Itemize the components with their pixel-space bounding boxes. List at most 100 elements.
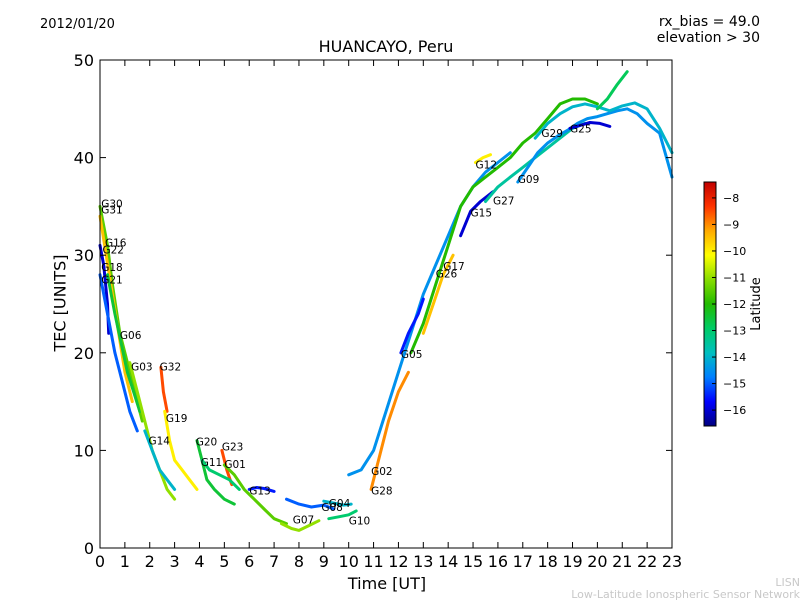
x-axis-label: Time [UT] — [347, 574, 427, 593]
satellite-label-g14: G14 — [148, 436, 170, 448]
series-line-g26 — [421, 253, 455, 335]
x-tick-label: 13 — [413, 552, 433, 571]
colorbar-tick-label: −12 — [723, 298, 746, 311]
x-tick-label: 8 — [294, 552, 304, 571]
plot-frame — [99, 59, 673, 549]
colorbar-tick-label: −16 — [723, 404, 746, 417]
series-line-g08 — [285, 497, 336, 511]
x-tick-label: 5 — [219, 552, 229, 571]
satellite-label-g19: G19 — [166, 413, 188, 425]
satellite-label-g04: G04 — [329, 498, 351, 510]
satellite-label-g21: G21 — [101, 275, 123, 287]
satellite-label-g02: G02 — [371, 466, 393, 478]
series-line-g02 — [347, 151, 512, 477]
network-short-name: LISN — [775, 576, 800, 589]
series-line-g19 — [163, 409, 199, 491]
colorbar-tick-label: −11 — [723, 271, 746, 284]
x-tick-label: 9 — [319, 552, 329, 571]
y-tick-label: 30 — [74, 246, 94, 265]
x-tick-label: 18 — [537, 552, 557, 571]
series-line-g28 — [369, 370, 410, 491]
satellite-label-g15: G15 — [471, 207, 493, 219]
colorbar-tick-label: −13 — [723, 325, 746, 338]
x-tick-label: 12 — [388, 552, 408, 571]
chart-title: HUANCAYO, Peru — [318, 37, 454, 56]
satellite-label-g01: G01 — [224, 459, 246, 471]
x-tick-label: 0 — [95, 552, 105, 571]
x-tick-label: 10 — [339, 552, 359, 571]
satellite-label-g32: G32 — [160, 361, 182, 373]
x-tick-label: 2 — [145, 552, 155, 571]
colorbar-tick-label: −14 — [723, 351, 746, 364]
x-tick-label: 19 — [562, 552, 582, 571]
satellite-label-g17: G17 — [443, 261, 465, 273]
series-line-g16 — [595, 70, 629, 111]
x-tick-label: 16 — [488, 552, 508, 571]
satellite-label-g07: G07 — [293, 515, 315, 527]
series-line-g25 — [568, 121, 612, 130]
series-line-g12 — [474, 153, 492, 164]
series-line-g15 — [459, 190, 495, 238]
satellite-label-g29: G29 — [541, 128, 563, 140]
series-line-g18 — [98, 273, 139, 433]
x-tick-label: 6 — [244, 552, 254, 571]
satellite-label-g27: G27 — [493, 196, 514, 208]
axes: 0 1 2 3 4 5 6 7 8 9 10 11 12 13 14 15 16 17 18 19 20 21 22 2301… — [74, 51, 683, 571]
series-line-g01 — [222, 463, 288, 526]
series-line-g09 — [516, 107, 674, 184]
colorbar-tick-label: −15 — [723, 378, 746, 391]
series-line-g07 — [280, 519, 321, 532]
series-line-g10 — [327, 509, 358, 521]
colorbar-tick-label: −8 — [723, 192, 739, 205]
series-line-g17 — [409, 97, 599, 355]
x-tick-label: 17 — [513, 552, 533, 571]
x-tick-label: 3 — [170, 552, 180, 571]
x-tick-label: 23 — [662, 552, 682, 571]
satellite-label-g08: G08 — [321, 502, 343, 514]
satellite-label-g26: G26 — [436, 269, 458, 281]
y-tick-label: 20 — [74, 344, 94, 363]
satellite-label-g25: G25 — [570, 123, 592, 135]
series-line-g04 — [322, 499, 353, 507]
x-tick-label: 22 — [637, 552, 657, 571]
network-long-name: Low-Latitude Ionospheric Sensor Network — [571, 588, 800, 601]
series-line-g20 — [195, 439, 236, 506]
satellite-label-g18: G18 — [101, 262, 123, 274]
satellite-label-g23: G23 — [222, 441, 244, 453]
satellite-label-g10: G10 — [349, 516, 371, 528]
satellite-label-g12: G12 — [476, 159, 498, 171]
x-tick-label: 15 — [463, 552, 483, 571]
y-tick-label: 0 — [84, 539, 94, 558]
satellite-label-g05: G05 — [401, 349, 423, 361]
satellite-label-g28: G28 — [371, 485, 393, 497]
x-tick-label: 11 — [363, 552, 383, 571]
x-tick-label: 1 — [120, 552, 130, 571]
y-tick-label: 50 — [74, 51, 94, 70]
satellite-label-g22: G22 — [102, 244, 124, 256]
series-line-g11 — [200, 458, 241, 491]
colorbar-tick-label: −9 — [723, 218, 739, 231]
plot-area — [98, 70, 674, 532]
y-tick-label: 10 — [74, 441, 94, 460]
colorbar-tick-label: −10 — [723, 245, 746, 258]
satellite-label-g16: G16 — [105, 238, 127, 250]
satellite-label-g30: G30 — [101, 198, 123, 210]
series-line-g06 — [106, 273, 142, 413]
series-line-g32 — [159, 365, 169, 413]
satellite-label-g20: G20 — [196, 437, 218, 449]
series-line-g05 — [399, 297, 425, 355]
x-tick-label: 7 — [269, 552, 279, 571]
x-tick-label: 20 — [587, 552, 607, 571]
colorbar: −8 −9 −10 −11 −12 −13 −14 −15 −16 Latitude — [703, 181, 764, 427]
x-tick-label: 14 — [438, 552, 458, 571]
colorbar-label: Latitude — [749, 277, 764, 331]
x-tick-label: 21 — [612, 552, 632, 571]
rx-bias-label: rx_bias = 49.0 — [658, 14, 760, 30]
satellite-label-g31: G31 — [101, 204, 123, 216]
date-label: 2012/01/20 — [40, 17, 115, 32]
satellite-label-g13: G13 — [249, 485, 271, 497]
satellite-label-g09: G09 — [518, 174, 540, 186]
x-tick-label: 4 — [194, 552, 204, 571]
